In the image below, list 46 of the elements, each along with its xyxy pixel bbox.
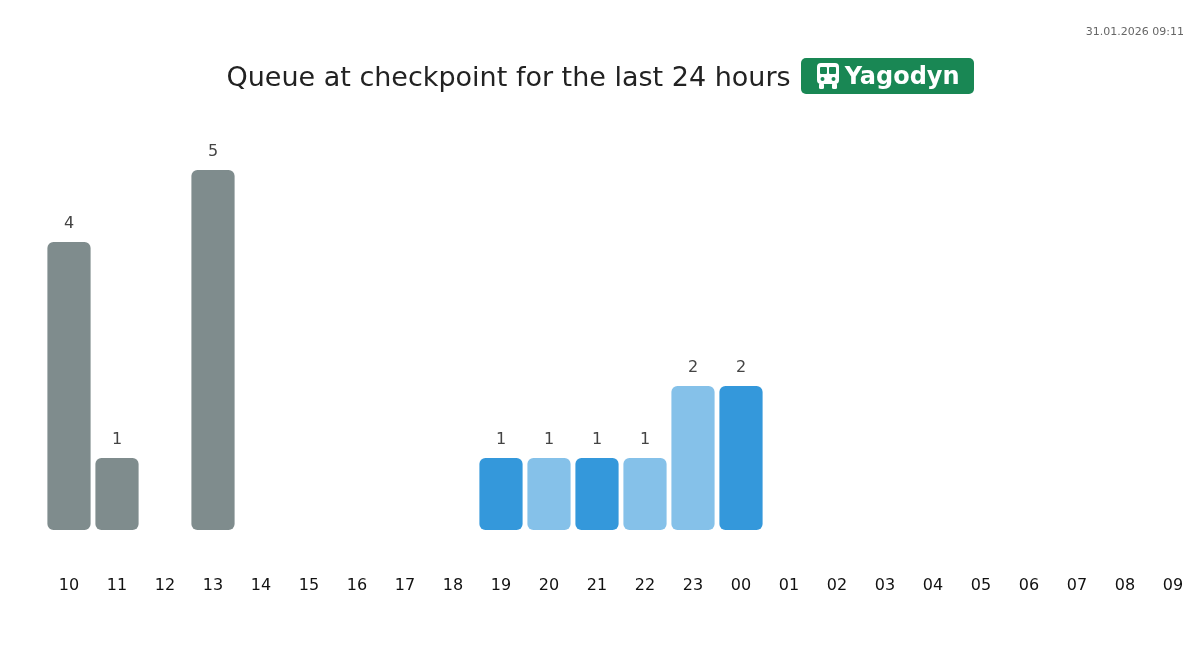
bar [527, 458, 571, 530]
x-tick-label: 13 [202, 574, 224, 594]
x-tick-label: 07 [1066, 574, 1088, 594]
x-tick-label: 10 [58, 574, 80, 594]
bar [479, 458, 523, 530]
data-label: 1 [591, 428, 603, 448]
x-tick-label: 03 [874, 574, 896, 594]
x-tick-label: 21 [586, 574, 608, 594]
text: 31.01.2026 09:11 [1085, 25, 1184, 38]
bar [719, 386, 763, 530]
bar [191, 170, 235, 530]
data-label: 1 [111, 428, 123, 448]
x-tick-label: 22 [634, 574, 656, 594]
bar [95, 458, 139, 530]
bar [47, 242, 91, 530]
x-tick-label: 18 [442, 574, 464, 594]
chart-subtitle: Yagodyn [844, 62, 960, 90]
x-tick-label: 17 [394, 574, 416, 594]
bar [575, 458, 619, 530]
x-tick-label: 06 [1018, 574, 1040, 594]
badge: Yagodyn [800, 58, 974, 94]
x-tick-label: 23 [682, 574, 704, 594]
bar [671, 386, 715, 530]
data-label: 4 [63, 212, 75, 232]
data-label: 1 [639, 428, 651, 448]
x-tick-label: 20 [538, 574, 560, 594]
x-tick-label: 09 [1162, 574, 1184, 594]
x-tick-label: 08 [1114, 574, 1136, 594]
data-label: 1 [495, 428, 507, 448]
x-tick-label: 04 [922, 574, 944, 594]
x-tick-label: 01 [778, 574, 800, 594]
x-tick-label: 02 [826, 574, 848, 594]
x-tick-label: 16 [346, 574, 368, 594]
x-tick-label: 19 [490, 574, 512, 594]
x-tick-label: 12 [154, 574, 176, 594]
data-label: 5 [207, 140, 219, 160]
data-label: 2 [687, 356, 699, 376]
bar [623, 458, 667, 530]
x-tick-label: 15 [298, 574, 320, 594]
x-tick-label: 05 [970, 574, 992, 594]
x-tick-label: 14 [250, 574, 272, 594]
x-tick-label: 11 [106, 574, 128, 594]
x-tick-label: 00 [730, 574, 752, 594]
data-label: 2 [735, 356, 747, 376]
chart-title: Queue at checkpoint for the last 24 hours [226, 60, 791, 92]
data-label: 1 [543, 428, 555, 448]
